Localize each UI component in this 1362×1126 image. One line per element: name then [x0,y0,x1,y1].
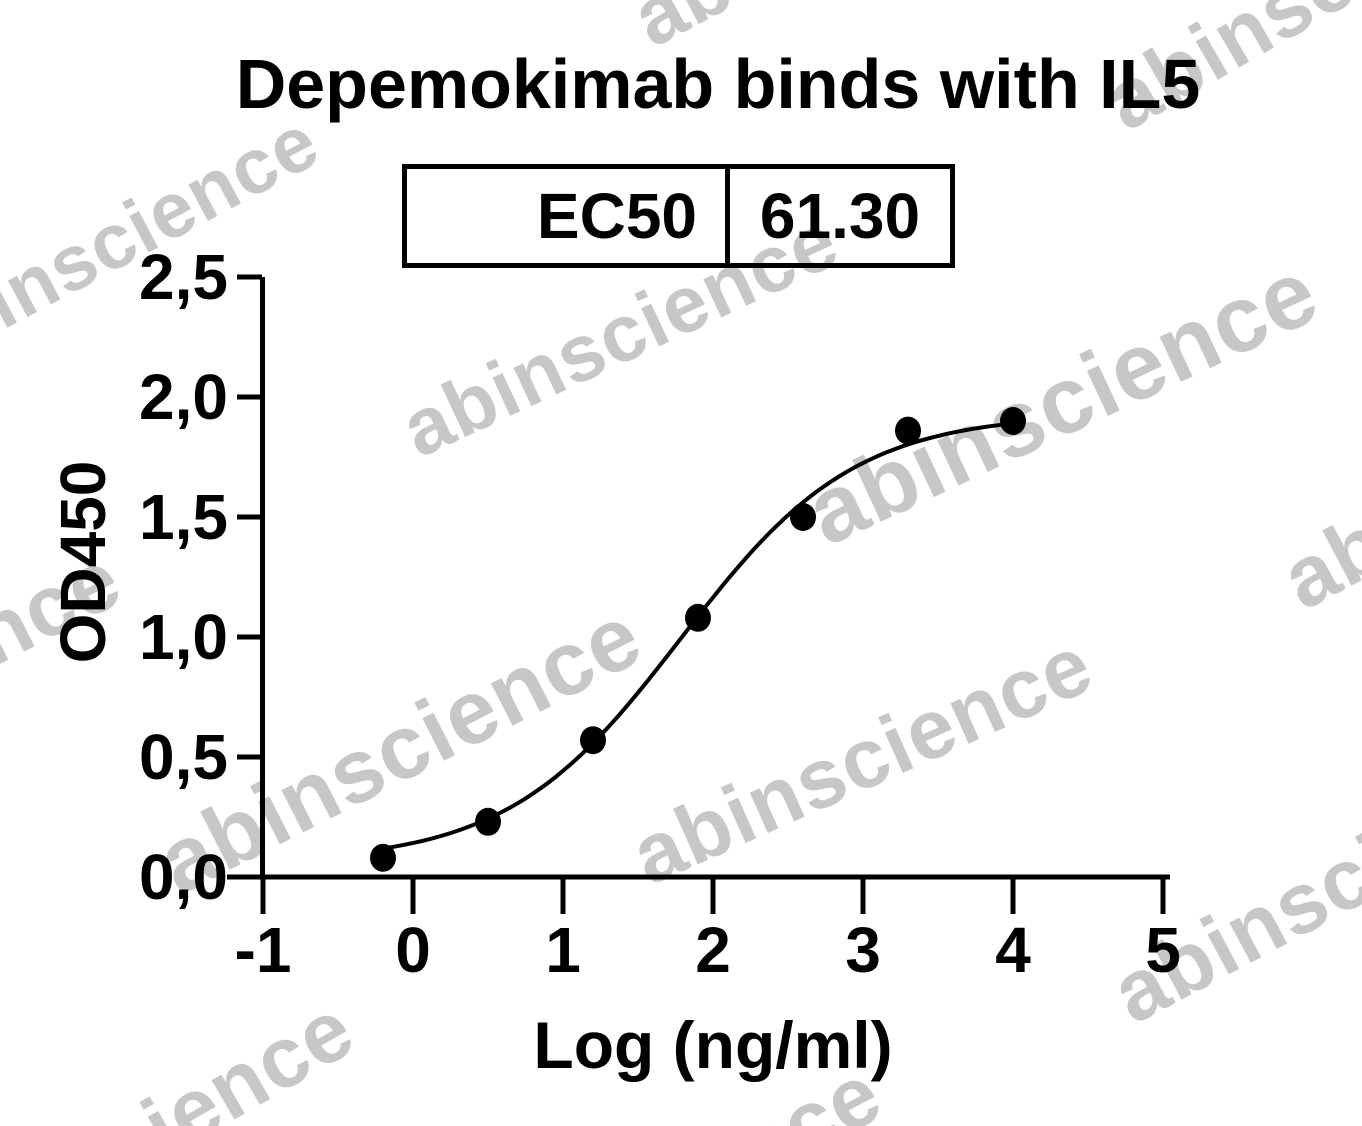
y-tick-label: 0,5 [139,721,228,793]
data-point-marker [370,843,396,872]
data-point-marker [475,807,501,836]
data-point-marker [1000,407,1026,435]
ec50-table-value: 61.30 [759,180,921,252]
data-point-marker [580,726,606,755]
data-point-marker [790,503,816,531]
y-tick-label: 1,0 [139,601,228,673]
y-tick-label: 2,5 [139,241,228,313]
x-tick-label: 1 [545,914,581,986]
data-point-marker [685,603,711,632]
y-axis-title: OD450 [47,460,119,664]
x-axis-title: Log (ng/ml) [533,1008,893,1082]
fit-curve [381,421,1015,851]
y-tick-label: 0,0 [139,841,228,913]
ec50-table: EC50 61.30 [402,164,955,268]
x-tick-label: -1 [235,914,292,986]
data-point-marker [895,416,921,445]
y-tick-label: 2,0 [139,361,228,433]
x-tick-label: 2 [695,914,731,986]
chart-title: Depemokimab binds with IL5 [235,45,1201,123]
x-tick-label: 5 [1145,914,1181,986]
y-tick-label: 1,5 [139,481,228,553]
x-tick-label: 4 [995,914,1031,986]
x-tick-label: 0 [395,914,431,986]
ec50-table-label: EC50 [407,169,730,263]
x-tick-label: 3 [845,914,881,986]
